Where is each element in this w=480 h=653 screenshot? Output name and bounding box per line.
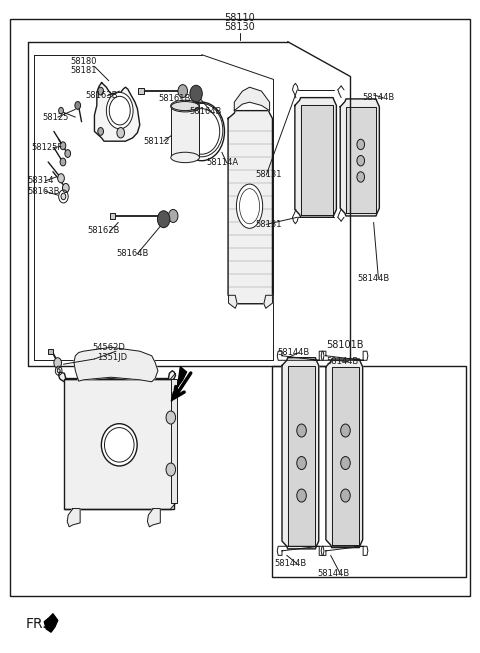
Text: 58112: 58112 bbox=[144, 136, 170, 146]
Bar bbox=[273, 366, 466, 577]
Circle shape bbox=[341, 489, 350, 502]
Polygon shape bbox=[67, 509, 80, 527]
Circle shape bbox=[54, 358, 61, 368]
Bar bbox=[10, 19, 470, 596]
Circle shape bbox=[59, 107, 63, 114]
Text: 58144B: 58144B bbox=[357, 274, 389, 283]
Text: 58131: 58131 bbox=[255, 220, 282, 229]
Circle shape bbox=[62, 183, 69, 193]
Text: 54562D: 54562D bbox=[92, 343, 125, 352]
Text: 58163B: 58163B bbox=[28, 187, 60, 196]
Text: 58164B: 58164B bbox=[189, 108, 221, 116]
Circle shape bbox=[107, 93, 133, 129]
Circle shape bbox=[166, 411, 176, 424]
Ellipse shape bbox=[237, 184, 263, 229]
Bar bbox=[138, 88, 144, 95]
Polygon shape bbox=[59, 371, 176, 382]
Ellipse shape bbox=[171, 101, 199, 112]
Circle shape bbox=[61, 193, 66, 200]
Polygon shape bbox=[340, 99, 379, 216]
Polygon shape bbox=[300, 105, 333, 215]
Text: 58162B: 58162B bbox=[87, 227, 120, 236]
Polygon shape bbox=[228, 295, 237, 308]
Text: 58101B: 58101B bbox=[326, 340, 364, 350]
Circle shape bbox=[341, 456, 350, 470]
Text: 58144B: 58144B bbox=[363, 93, 395, 102]
Polygon shape bbox=[288, 366, 315, 547]
Polygon shape bbox=[95, 83, 140, 141]
Text: 58161B: 58161B bbox=[159, 95, 191, 103]
Circle shape bbox=[65, 150, 71, 157]
Text: 58144B: 58144B bbox=[277, 348, 310, 357]
Bar bbox=[171, 379, 177, 503]
Circle shape bbox=[297, 456, 306, 470]
Circle shape bbox=[60, 142, 66, 150]
Bar bbox=[110, 213, 116, 219]
Text: 58125: 58125 bbox=[42, 112, 69, 121]
Polygon shape bbox=[346, 106, 376, 214]
Polygon shape bbox=[234, 88, 270, 110]
Text: 58130: 58130 bbox=[225, 22, 255, 33]
Circle shape bbox=[157, 211, 170, 228]
Text: 58164B: 58164B bbox=[116, 249, 148, 258]
Polygon shape bbox=[147, 509, 160, 527]
Polygon shape bbox=[326, 359, 363, 548]
Circle shape bbox=[341, 424, 350, 437]
Polygon shape bbox=[44, 614, 58, 632]
Circle shape bbox=[117, 127, 124, 138]
Text: 58114A: 58114A bbox=[206, 158, 239, 167]
Circle shape bbox=[357, 172, 364, 182]
Ellipse shape bbox=[179, 102, 225, 161]
Circle shape bbox=[98, 88, 104, 95]
Polygon shape bbox=[282, 358, 319, 549]
Circle shape bbox=[75, 101, 81, 109]
Circle shape bbox=[297, 424, 306, 437]
Polygon shape bbox=[332, 367, 360, 545]
Text: 58144B: 58144B bbox=[326, 357, 358, 366]
Circle shape bbox=[57, 369, 60, 373]
Circle shape bbox=[98, 127, 104, 135]
Bar bbox=[64, 379, 174, 509]
Text: 58181: 58181 bbox=[71, 67, 97, 76]
Polygon shape bbox=[295, 97, 336, 217]
Bar bbox=[171, 106, 199, 157]
Circle shape bbox=[357, 155, 364, 166]
Text: 58125F: 58125F bbox=[31, 143, 62, 152]
Bar bbox=[48, 349, 53, 354]
Circle shape bbox=[168, 210, 178, 223]
Circle shape bbox=[178, 85, 188, 97]
Circle shape bbox=[60, 158, 66, 166]
Text: 58180: 58180 bbox=[71, 57, 97, 66]
Text: 1351JD: 1351JD bbox=[97, 353, 127, 362]
Polygon shape bbox=[74, 347, 158, 382]
Text: 58314: 58314 bbox=[28, 176, 54, 185]
Circle shape bbox=[58, 174, 64, 183]
Circle shape bbox=[297, 489, 306, 502]
Circle shape bbox=[357, 139, 364, 150]
Polygon shape bbox=[171, 367, 187, 402]
Ellipse shape bbox=[171, 152, 199, 163]
Text: 58144B: 58144B bbox=[317, 569, 349, 578]
Text: 58131: 58131 bbox=[255, 170, 282, 180]
Ellipse shape bbox=[101, 424, 137, 466]
Circle shape bbox=[166, 463, 176, 476]
Text: 58144B: 58144B bbox=[275, 560, 307, 568]
Text: 58163B: 58163B bbox=[85, 91, 118, 100]
Polygon shape bbox=[228, 110, 273, 304]
Text: FR.: FR. bbox=[25, 617, 47, 631]
Text: 58110: 58110 bbox=[225, 12, 255, 23]
Polygon shape bbox=[264, 295, 273, 308]
Circle shape bbox=[190, 86, 202, 102]
